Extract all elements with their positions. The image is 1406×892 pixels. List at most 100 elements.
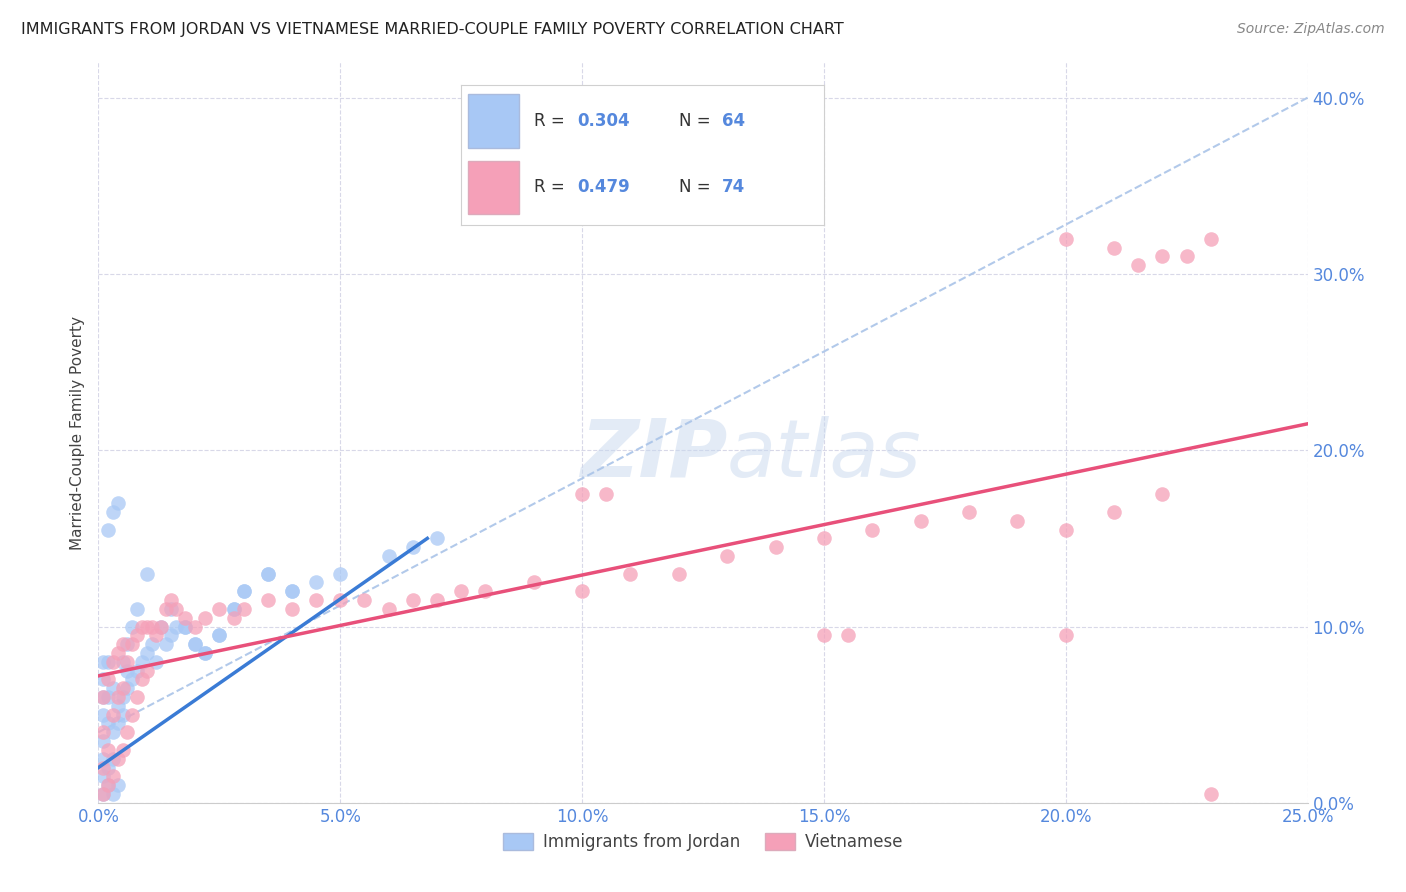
Point [222,602,245,616]
Point [91,655,114,669]
Point [107,698,129,713]
Point [127,628,149,642]
Point [208,628,231,642]
Point [1152,487,1174,501]
Point [281,602,304,616]
Point [402,593,425,607]
Point [91,734,114,748]
Point [117,725,139,739]
Point [1152,249,1174,263]
Point [595,487,617,501]
Point [765,540,787,554]
Point [957,505,980,519]
Point [91,690,114,704]
Point [232,584,254,599]
Point [329,566,352,581]
Point [135,646,157,660]
Point [668,566,690,581]
Point [127,690,149,704]
Point [91,760,114,774]
Point [232,584,254,599]
Point [97,778,120,792]
Point [619,566,641,581]
Point [121,707,143,722]
Point [111,690,134,704]
Point [101,655,124,669]
Point [111,743,134,757]
Point [97,655,120,669]
Point [232,602,254,616]
Point [813,532,835,546]
Point [1175,249,1198,263]
Text: IMMIGRANTS FROM JORDAN VS VIETNAMESE MARRIED-COUPLE FAMILY POVERTY CORRELATION C: IMMIGRANTS FROM JORDAN VS VIETNAMESE MAR… [21,22,844,37]
Point [1199,787,1222,801]
Point [111,655,134,669]
Point [121,673,143,687]
Point [117,655,139,669]
Point [256,593,278,607]
Point [208,628,231,642]
Point [91,690,114,704]
Point [174,619,197,633]
Point [1054,232,1077,246]
Point [184,619,207,633]
Point [101,725,124,739]
Point [117,681,139,696]
Point [571,487,593,501]
Point [165,619,187,633]
Point [97,760,120,774]
Point [101,787,124,801]
Point [1199,232,1222,246]
Point [101,681,124,696]
Point [91,725,114,739]
Point [426,593,449,607]
Point [131,655,153,669]
Point [135,664,157,678]
Point [256,566,278,581]
Point [426,532,449,546]
Point [194,646,217,660]
Point [97,778,120,792]
Point [97,523,120,537]
Point [450,584,472,599]
Point [150,619,173,633]
Point [121,637,143,651]
Point [131,673,153,687]
Text: ZIP: ZIP [579,416,727,494]
Point [107,752,129,766]
Point [111,707,134,722]
Point [281,584,304,599]
Point [1128,258,1150,272]
Point [329,593,352,607]
Point [91,787,114,801]
Point [160,593,183,607]
Point [91,787,114,801]
Point [305,593,328,607]
Point [256,566,278,581]
Point [160,602,183,616]
Point [716,549,738,563]
Point [194,610,217,624]
Point [523,575,546,590]
Point [160,628,183,642]
Point [377,602,399,616]
Point [145,655,167,669]
Point [184,637,207,651]
Point [107,690,129,704]
Point [305,575,328,590]
Point [107,716,129,731]
Point [194,646,217,660]
Point [155,637,177,651]
Point [184,637,207,651]
Point [121,619,143,633]
Point [97,716,120,731]
Point [174,619,197,633]
Point [910,514,932,528]
Text: atlas: atlas [727,416,922,494]
Y-axis label: Married-Couple Family Poverty: Married-Couple Family Poverty [69,316,84,549]
Point [141,637,163,651]
Point [353,593,375,607]
Point [222,602,245,616]
Point [377,549,399,563]
Point [402,540,425,554]
